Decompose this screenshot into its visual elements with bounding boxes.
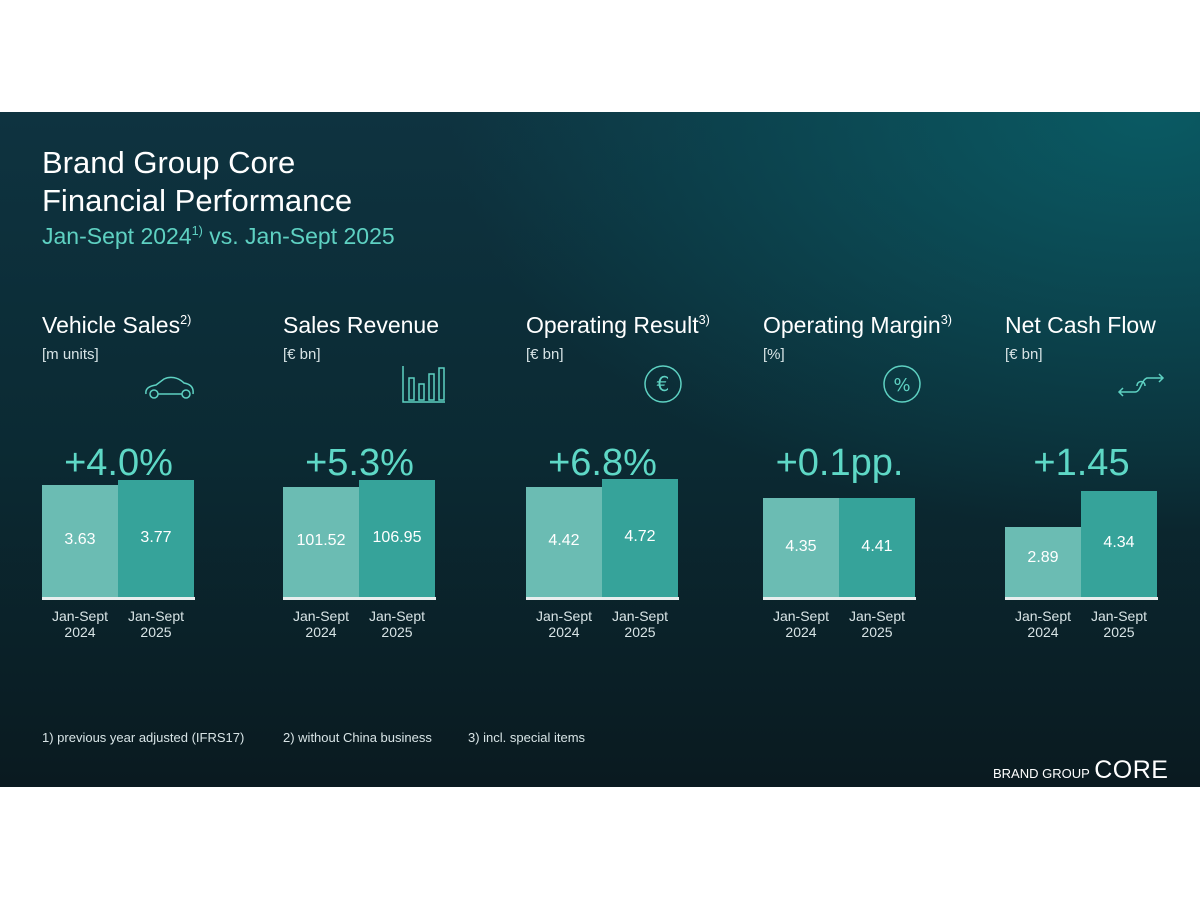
bar-2024: 4.42 (526, 487, 602, 597)
x-axis (1005, 597, 1158, 600)
panel-title: Net Cash Flow (1005, 312, 1156, 338)
panel-vehicle-sales: Vehicle Sales2) [m units] +4.0% 3.63 Jan-… (42, 312, 242, 652)
x-tick-label: Jan-Sept 2024 (292, 608, 350, 640)
panel-unit: [€ bn] (1005, 346, 1043, 363)
bar-value-label: 3.63 (64, 531, 96, 548)
svg-text:%: % (893, 375, 910, 396)
bar-2024: 101.52 (283, 487, 359, 597)
bar-2025: 4.72 (602, 479, 678, 597)
footnote-2: 2) without China business (283, 730, 432, 745)
footnote-3: 3) incl. special items (468, 730, 586, 745)
footnote-1: 1) previous year adjusted (IFRS17) (42, 730, 245, 745)
percent-icon: % (875, 364, 929, 404)
bar-value-label: 101.52 (296, 532, 346, 549)
bar-value-label: 4.72 (624, 528, 656, 545)
bar-2025: 4.34 (1081, 491, 1157, 597)
bar-2025: 4.41 (839, 498, 915, 597)
x-tick-label: Jan-Sept 2025 (848, 608, 906, 640)
bar-value-label: 4.35 (785, 537, 817, 555)
bar-2024: 4.35 (763, 498, 839, 597)
panel-unit: [m units] (42, 346, 99, 363)
panel-sales-revenue: Sales Revenue [€ bn] +5.3% 101.52 Jan-Sep… (283, 312, 483, 652)
bar-value-label: 4.41 (861, 537, 893, 555)
x-tick-label: Jan-Sept 2024 (535, 608, 593, 640)
car-icon (142, 364, 196, 404)
x-tick-label: Jan-Sept 2025 (611, 608, 669, 640)
subtitle: Jan-Sept 20241) vs. Jan-Sept 2025 (42, 223, 395, 249)
panel-operating-result: Operating Result3) [€ bn] € +6.8% 4.42 Ja… (526, 312, 726, 652)
brand-logo: BRAND GROUP CORE (993, 756, 1169, 784)
panel-unit: [€ bn] (526, 346, 564, 363)
bar-2024: 2.89 (1005, 527, 1081, 597)
x-axis (526, 597, 679, 600)
change-value: +6.8% (548, 442, 657, 484)
panel-title: Vehicle Sales2) (42, 312, 192, 338)
svg-text:€: € (657, 372, 670, 396)
x-axis (42, 597, 195, 600)
x-tick-label: Jan-Sept 2024 (772, 608, 830, 640)
x-tick-label: Jan-Sept 2025 (1090, 608, 1148, 640)
title-line2: Financial Performance (42, 183, 353, 218)
x-tick-label: Jan-Sept 2024 (1014, 608, 1072, 640)
panel-net-cash-flow: Net Cash Flow [€ bn] +1.45 2.89 Jan-Sept 2… (1005, 312, 1200, 652)
bar-2025: 106.95 (359, 480, 435, 597)
change-value: +5.3% (305, 442, 414, 484)
panel-operating-margin: Operating Margin3) [%] % +0.1pp. 4.35 Jan… (763, 312, 963, 652)
x-tick-label: Jan-Sept 2025 (368, 608, 426, 640)
change-value: +1.45 (1033, 442, 1130, 484)
bar-value-label: 4.34 (1103, 534, 1135, 551)
title-line1: Brand Group Core (42, 145, 296, 180)
cash-flow-icon (1115, 364, 1169, 404)
x-axis (763, 597, 916, 600)
panel-title: Operating Result3) (526, 312, 710, 338)
bar-2024: 3.63 (42, 485, 118, 597)
bar-value-label: 2.89 (1027, 549, 1059, 566)
bar-value-label: 106.95 (372, 528, 422, 546)
x-tick-label: Jan-Sept 2024 (51, 608, 109, 640)
x-axis (283, 597, 436, 600)
panel-title: Sales Revenue (283, 312, 439, 338)
bar-2025: 3.77 (118, 480, 194, 597)
euro-icon: € (636, 364, 690, 404)
panel-unit: [%] (763, 346, 785, 363)
bar-value-label: 4.42 (548, 532, 580, 549)
bar-chart-icon (393, 364, 447, 404)
panel-unit: [€ bn] (283, 346, 321, 363)
bar-value-label: 3.77 (140, 528, 172, 546)
change-value: +0.1pp. (775, 442, 904, 484)
panel-title: Operating Margin3) (763, 312, 952, 338)
x-tick-label: Jan-Sept 2025 (127, 608, 185, 640)
slide-background (0, 112, 1200, 787)
change-value: +4.0% (64, 442, 173, 484)
